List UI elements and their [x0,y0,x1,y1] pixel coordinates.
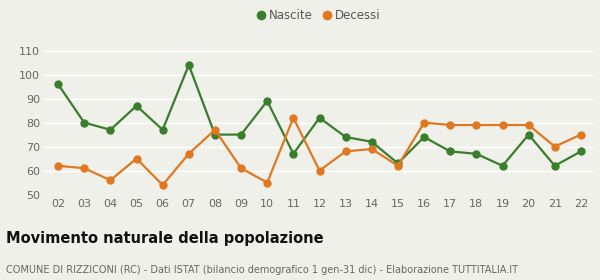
Text: Movimento naturale della popolazione: Movimento naturale della popolazione [6,231,323,246]
Text: COMUNE DI RIZZICONI (RC) - Dati ISTAT (bilancio demografico 1 gen-31 dic) - Elab: COMUNE DI RIZZICONI (RC) - Dati ISTAT (b… [6,265,518,275]
Legend: Nascite, Decessi: Nascite, Decessi [254,4,386,26]
